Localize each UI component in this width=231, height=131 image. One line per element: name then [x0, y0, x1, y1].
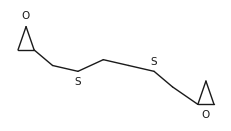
Text: S: S: [74, 77, 81, 87]
Text: S: S: [150, 57, 157, 67]
Text: O: O: [201, 110, 209, 120]
Text: O: O: [21, 11, 30, 21]
